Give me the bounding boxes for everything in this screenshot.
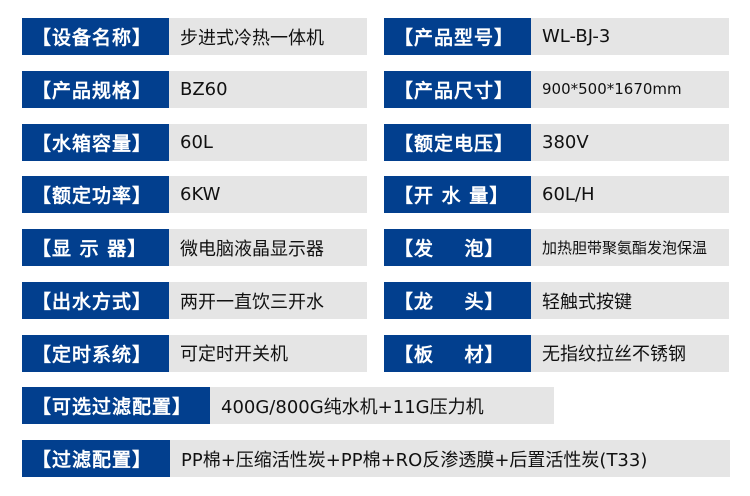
spec-value: 可定时开关机 — [169, 334, 367, 372]
spec-value: 加热胆带聚氨酯发泡保温 — [531, 229, 729, 267]
spec-value: 60L/H — [531, 176, 729, 214]
spec-row: 【显 示 器】 微电脑液晶显示器 — [22, 229, 367, 267]
spec-label: 【设备名称】 — [22, 18, 169, 55]
spec-value: WL-BJ-3 — [531, 18, 729, 55]
spec-row: 【出水方式】 两开一直饮三开水 — [22, 282, 367, 319]
spec-label: 【过滤配置】 — [22, 440, 170, 477]
spec-row: 【产品规格】 BZ60 — [22, 70, 367, 108]
spec-row: 【产品型号】 WL-BJ-3 — [384, 18, 729, 55]
spec-value: 380V — [531, 123, 729, 161]
spec-row: 【开 水 量】 60L/H — [384, 176, 729, 214]
spec-row: 【定时系统】 可定时开关机 — [22, 334, 367, 372]
spec-row-optional-filter: 【可选过滤配置】 400G/800G纯水机+11G压力机 — [22, 387, 554, 424]
spec-label: 【显 示 器】 — [22, 229, 169, 267]
spec-label: 【龙 头】 — [384, 282, 531, 319]
spec-label: 【可选过滤配置】 — [22, 387, 210, 424]
spec-value: BZ60 — [169, 70, 367, 108]
spec-row: 【发 泡】 加热胆带聚氨酯发泡保温 — [384, 229, 729, 267]
spec-value: 6KW — [169, 176, 367, 214]
spec-row: 【龙 头】 轻触式按键 — [384, 282, 729, 319]
spec-label: 【板 材】 — [384, 334, 531, 372]
spec-label: 【额定功率】 — [22, 176, 169, 214]
spec-row: 【额定电压】 380V — [384, 123, 729, 161]
spec-row: 【板 材】 无指纹拉丝不锈钢 — [384, 334, 729, 372]
spec-label: 【定时系统】 — [22, 334, 169, 372]
spec-row: 【额定功率】 6KW — [22, 176, 367, 214]
spec-value: 900*500*1670mm — [531, 70, 729, 108]
spec-label: 【水箱容量】 — [22, 123, 169, 161]
spec-value: 400G/800G纯水机+11G压力机 — [210, 387, 554, 424]
spec-row: 【产品尺寸】 900*500*1670mm — [384, 70, 729, 108]
spec-label: 【开 水 量】 — [384, 176, 531, 214]
spec-value: 两开一直饮三开水 — [169, 282, 367, 319]
spec-value: 无指纹拉丝不锈钢 — [531, 334, 729, 372]
spec-value: 60L — [169, 123, 367, 161]
spec-row-filter: 【过滤配置】 PP棉+压缩活性炭+PP棉+RO反渗透膜+后置活性炭(T33) — [22, 440, 730, 477]
spec-label: 【发 泡】 — [384, 229, 531, 267]
spec-value: 微电脑液晶显示器 — [169, 229, 367, 267]
spec-label: 【出水方式】 — [22, 282, 169, 319]
spec-label: 【产品规格】 — [22, 70, 169, 108]
spec-label: 【额定电压】 — [384, 123, 531, 161]
spec-value: 轻触式按键 — [531, 282, 729, 319]
spec-label: 【产品型号】 — [384, 18, 531, 55]
spec-row: 【水箱容量】 60L — [22, 123, 367, 161]
spec-row: 【设备名称】 步进式冷热一体机 — [22, 18, 367, 55]
spec-label: 【产品尺寸】 — [384, 70, 531, 108]
spec-value: 步进式冷热一体机 — [169, 18, 367, 55]
spec-value: PP棉+压缩活性炭+PP棉+RO反渗透膜+后置活性炭(T33) — [170, 440, 730, 477]
